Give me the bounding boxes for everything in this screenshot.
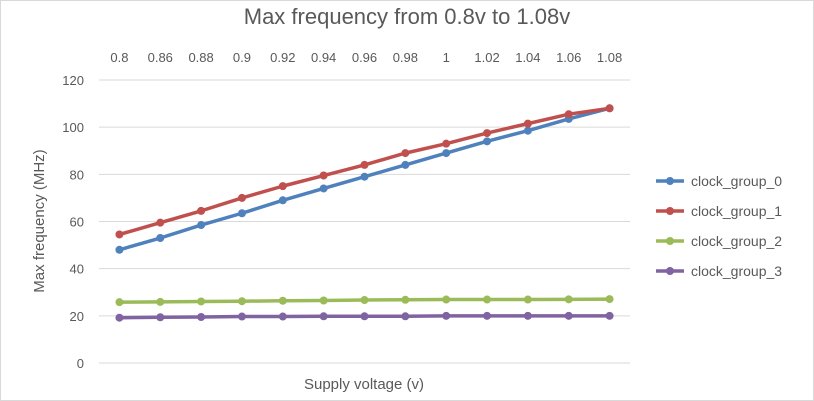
chart-title: Max frequency from 0.8v to 1.08v xyxy=(244,4,571,29)
clock_group_0-point xyxy=(156,234,165,243)
clock_group_3-point xyxy=(237,312,246,321)
y-tick-label: 40 xyxy=(70,262,84,277)
clock_group_3-point xyxy=(278,312,287,321)
clock_group_2-point xyxy=(564,295,573,304)
clock_group_2-point xyxy=(278,296,287,305)
x-tick-label: 0.86 xyxy=(148,50,173,65)
y-axis-label: Max frequency (MHz) xyxy=(31,149,48,292)
y-tick-label: 20 xyxy=(70,309,84,324)
y-tick-label: 120 xyxy=(62,73,84,88)
clock_group_0-point xyxy=(197,221,206,230)
legend-label: clock_group_3 xyxy=(691,263,782,279)
x-tick-label: 0.92 xyxy=(270,50,295,65)
x-tick-labels: 0.8 0.86 0.88 0.9 0.92 0.94 0.96 0.98 1 1.02 1.04 1… xyxy=(110,50,622,65)
clock_group_2-point xyxy=(442,295,451,304)
clock_group_3-point xyxy=(483,311,492,320)
clock_group_2-point xyxy=(237,297,246,306)
series-clock_group_3 xyxy=(115,311,614,322)
y-tick-labels: 0 20 40 60 80 100 120 xyxy=(62,73,84,371)
clock_group_1-point xyxy=(156,218,165,227)
x-tick-label: 0.96 xyxy=(352,50,377,65)
legend-item-clock_group_3: clock_group_3 xyxy=(656,263,782,279)
clock_group_2-point xyxy=(401,295,410,304)
clock_group_3-point xyxy=(319,312,328,321)
series-clock_group_0 xyxy=(115,104,614,254)
clock_group_2-point xyxy=(605,295,614,304)
x-tick-label: 0.94 xyxy=(311,50,336,65)
legend: clock_group_0 clock_group_1 clock_group_2c… xyxy=(656,173,782,279)
legend-swatch-marker xyxy=(666,237,674,245)
clock_group_2-point xyxy=(483,295,492,304)
clock_group_2-point xyxy=(115,298,124,307)
clock_group_2-point xyxy=(156,297,165,306)
clock_group_2-point xyxy=(319,296,328,305)
clock_group_0-point xyxy=(115,245,124,254)
y-tick-label: 0 xyxy=(77,356,84,371)
clock_group_3-point xyxy=(197,313,206,322)
clock_group_1-point xyxy=(483,129,492,138)
clock_group_1-point xyxy=(360,160,369,169)
clock_group_0-point xyxy=(319,184,328,193)
clock_group_0-point xyxy=(523,126,532,135)
clock_group_0-point xyxy=(483,137,492,146)
clock_group_0-point xyxy=(278,196,287,205)
clock_group_3-point xyxy=(115,313,124,322)
legend-swatch-marker xyxy=(666,177,674,185)
x-tick-label: 1.08 xyxy=(597,50,622,65)
x-tick-label: 1.06 xyxy=(556,50,581,65)
clock_group_1-point xyxy=(442,139,451,148)
legend-swatch-marker xyxy=(666,207,674,215)
x-tick-label: 0.9 xyxy=(233,50,251,65)
clock_group_3-point xyxy=(401,312,410,321)
clock_group_1-point xyxy=(605,104,614,113)
x-tick-label: 0.88 xyxy=(188,50,213,65)
clock_group_3-point xyxy=(523,311,532,320)
legend-label: clock_group_1 xyxy=(691,203,782,219)
x-tick-label: 0.8 xyxy=(110,50,128,65)
series-clock_group_2 xyxy=(115,295,614,307)
x-axis-label: Supply voltage (v) xyxy=(304,376,424,393)
series-clock_group_1 xyxy=(115,104,614,239)
clock_group_1-point xyxy=(197,206,206,215)
clock_group_0-point xyxy=(360,172,369,181)
clock_group_1-point xyxy=(401,149,410,158)
clock_group_0-point xyxy=(442,149,451,158)
y-tick-label: 60 xyxy=(70,215,84,230)
clock_group_2-point xyxy=(360,296,369,305)
clock_group_0-point xyxy=(401,160,410,169)
legend-swatch-marker xyxy=(666,267,674,275)
clock_group_1-point xyxy=(278,182,287,191)
clock_group_1-point xyxy=(115,230,124,239)
legend-item-clock_group_1: clock_group_1 xyxy=(656,203,782,219)
clock_group_2-point xyxy=(523,295,532,304)
clock_group_1-point xyxy=(564,110,573,119)
series-lines xyxy=(115,104,614,322)
clock_group_3-point xyxy=(360,312,369,321)
clock_group_3-point xyxy=(442,311,451,320)
legend-item-clock_group_2: clock_group_2 xyxy=(656,233,782,249)
y-tick-label: 80 xyxy=(70,167,84,182)
clock_group_1-point xyxy=(523,119,532,128)
clock_group_0-point xyxy=(237,209,246,218)
x-tick-label: 1.04 xyxy=(515,50,540,65)
y-tick-label: 100 xyxy=(62,120,84,135)
clock_group_3-point xyxy=(156,313,165,322)
clock_group_1-point xyxy=(319,171,328,180)
legend-label: clock_group_0 xyxy=(691,173,782,189)
legend-item-clock_group_0: clock_group_0 xyxy=(656,173,782,189)
clock_group_2-point xyxy=(197,297,206,306)
x-tick-label: 0.98 xyxy=(393,50,418,65)
x-tick-label: 1 xyxy=(443,50,450,65)
x-tick-label: 1.02 xyxy=(474,50,499,65)
legend-label: clock_group_2 xyxy=(691,233,782,249)
clock_group_3-point xyxy=(564,311,573,320)
clock_group_3-point xyxy=(605,311,614,320)
clock_group_1-point xyxy=(237,193,246,202)
